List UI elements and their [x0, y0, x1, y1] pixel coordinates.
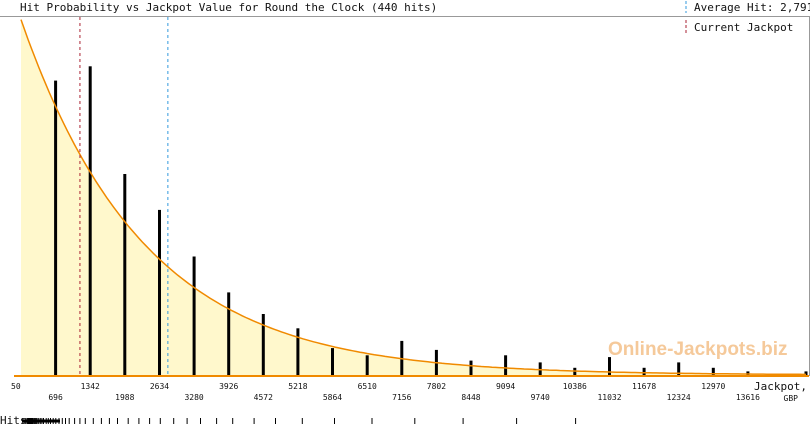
x-axis-label-line2: GBP — [784, 394, 799, 403]
bar-11678 — [642, 367, 646, 375]
bar-1988 — [123, 174, 127, 375]
tick-label-1342: 1342 — [81, 382, 100, 391]
bar-13616 — [746, 371, 750, 375]
tick-label-2634: 2634 — [150, 382, 169, 391]
bar-1342 — [88, 66, 92, 376]
probability-curve — [20, 19, 806, 376]
legend: Average Hit: 2,791 Current Jackpot — [685, 1, 810, 34]
tick-label-7156: 7156 — [392, 393, 411, 402]
tick-label-13616: 13616 — [736, 393, 760, 402]
bar-696 — [54, 80, 58, 375]
bar-12970 — [711, 367, 715, 375]
bars-group — [54, 66, 808, 376]
tick-label-1988: 1988 — [115, 393, 134, 402]
tick-label-4572: 4572 — [254, 393, 273, 402]
bar-3926 — [227, 292, 231, 375]
watermark: Online-Jackpots.biz — [608, 339, 787, 360]
tick-label-11678: 11678 — [632, 382, 656, 391]
bar-3280 — [192, 256, 196, 375]
bar-5218 — [296, 328, 300, 375]
legend-average-hit: Average Hit: 2,791 — [694, 1, 810, 14]
legend-current-jackpot: Current Jackpot — [694, 21, 793, 34]
tick-label-10386: 10386 — [563, 382, 587, 391]
tick-label-11032: 11032 — [597, 393, 621, 402]
bar-7156 — [400, 340, 404, 375]
bar-5864 — [331, 348, 334, 375]
tick-label-12970: 12970 — [701, 382, 725, 391]
bar-9094 — [504, 355, 508, 375]
hits-label: Hits — [0, 414, 27, 425]
bar-2634 — [158, 209, 161, 375]
tick-label-9094: 9094 — [496, 382, 515, 391]
bar-12324 — [677, 362, 681, 375]
chart-title: Hit Probability vs Jackpot Value for Rou… — [20, 1, 437, 14]
tick-label-6510: 6510 — [358, 382, 377, 391]
tick-label-9740: 9740 — [531, 393, 550, 402]
tick-label-3280: 3280 — [184, 393, 203, 402]
bar-9740 — [538, 362, 542, 375]
bar-4572 — [261, 314, 265, 375]
tick-label-7802: 7802 — [427, 382, 446, 391]
bar-11032 — [608, 357, 611, 375]
x-tick-labels: 50 696 1342 1988 2634 3280 3926 4572 5218 5864 651… — [11, 382, 760, 402]
tick-label-696: 696 — [48, 393, 63, 402]
tick-label-8448: 8448 — [461, 393, 480, 402]
tick-label-50: 50 — [11, 382, 21, 391]
tick-label-5218: 5218 — [288, 382, 307, 391]
hit-marks-rug — [22, 418, 577, 424]
tick-label-5864: 5864 — [323, 393, 342, 402]
x-axis-label-line1: Jackpot, — [754, 380, 807, 393]
probability-area — [21, 19, 806, 375]
tick-label-3926: 3926 — [219, 382, 238, 391]
bar-6510 — [365, 355, 369, 375]
bar-14700 — [804, 371, 808, 375]
bar-8448 — [469, 360, 473, 375]
tick-label-12324: 12324 — [667, 393, 691, 402]
